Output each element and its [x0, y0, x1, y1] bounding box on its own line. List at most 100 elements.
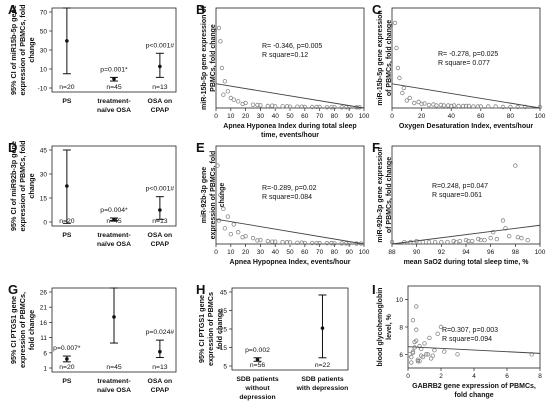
x-tick-label: 0: [390, 113, 394, 120]
data-point: [445, 239, 450, 245]
x-tick-label: 10: [227, 249, 235, 256]
panel-letter: B: [196, 2, 205, 17]
x-tick-label: 90: [346, 249, 354, 256]
category-label: treatment-: [97, 98, 130, 105]
x-tick-label: 30: [257, 113, 265, 120]
regression-line: [215, 218, 365, 245]
data-point: [314, 240, 319, 246]
data-point: [401, 85, 407, 91]
mean-marker: [65, 184, 69, 188]
stats-label: R square=0.084: [262, 194, 312, 201]
data-point: [258, 237, 263, 243]
data-point: [324, 105, 330, 110]
x-tick-label: 60: [301, 249, 309, 256]
data-point: [228, 231, 233, 237]
data-point: [537, 104, 543, 110]
y-tick-label: 1: [43, 366, 47, 373]
p-value-label: p<0.001#: [146, 42, 175, 49]
x-tick-label: 96: [487, 249, 495, 256]
mean-marker: [158, 349, 162, 354]
data-point: [240, 234, 245, 240]
data-point: [299, 240, 305, 245]
data-point: [515, 234, 520, 240]
panel-d: D95% CI of miR92b-3p gene expression of P…: [8, 140, 177, 248]
y-tick-label: 16: [40, 320, 48, 327]
data-point: [218, 192, 223, 198]
data-point: [222, 226, 228, 231]
n-label: n=22: [315, 362, 331, 369]
category-label: SDB patients: [236, 376, 279, 383]
p-value-label: p=0.024#: [146, 329, 175, 336]
x-tick-label: 40: [272, 113, 280, 120]
x-tick-label: 30: [257, 249, 265, 256]
data-point: [469, 238, 475, 244]
data-point: [438, 324, 444, 330]
p-value-label: p<0.001#: [146, 186, 175, 193]
data-point: [295, 240, 300, 246]
data-point: [255, 102, 260, 108]
panel-letter: A: [8, 2, 18, 17]
data-point: [317, 104, 322, 110]
x-tick-label: 88: [388, 249, 396, 256]
data-point: [392, 20, 398, 26]
data-point: [475, 104, 481, 109]
x-axis-label: mean SaO2 during total sleep time, %: [404, 259, 530, 266]
data-point: [222, 79, 228, 84]
y-tick-label: 70: [40, 10, 48, 17]
panel-g: G95% CI PTGS1 gene expression of PBMCs, fo…: [8, 282, 177, 394]
data-point: [394, 45, 399, 51]
y-axis-label: miR-92b-3p gene: [201, 167, 208, 224]
data-point: [235, 99, 241, 104]
stats-label: R= -0.278, p=0.025: [438, 51, 498, 58]
data-point: [354, 241, 359, 246]
y-tick-label: 45: [220, 290, 228, 297]
regression-line: [391, 224, 541, 245]
data-point: [317, 241, 322, 246]
p-value-label: p=0.004*: [100, 207, 128, 214]
data-point: [515, 104, 520, 110]
x-tick-label: 98: [512, 249, 520, 256]
data-point: [310, 104, 315, 110]
category-label: OSA on: [148, 98, 173, 105]
mean-marker: [112, 217, 116, 222]
data-point: [284, 104, 290, 109]
y-axis-label: miR-15b-5p gene expression: [377, 10, 384, 105]
stats-label: R= -0.346, p=0.005: [262, 43, 322, 50]
data-point: [414, 304, 419, 309]
x-tick-label: 100: [359, 113, 370, 120]
y-axis-label: miR-92b-3p gene expression: [377, 147, 384, 242]
data-point: [287, 104, 293, 109]
data-point: [265, 238, 270, 244]
data-point: [463, 237, 469, 243]
x-tick-label: 0: [406, 373, 410, 380]
plot-frame: [231, 287, 349, 371]
data-point: [273, 104, 278, 109]
data-point: [466, 238, 471, 244]
data-point: [302, 104, 307, 110]
data-point: [453, 239, 459, 245]
mean-marker: [112, 315, 116, 319]
x-tick-label: 20: [418, 113, 426, 120]
data-point: [416, 99, 421, 105]
y-axis-label: expression of PBMCs: [206, 292, 215, 366]
data-point: [446, 103, 451, 108]
x-tick-label: 100: [535, 249, 546, 256]
data-point: [486, 104, 491, 109]
x-tick-label: 40: [448, 113, 456, 120]
x-tick-label: 92: [438, 249, 446, 256]
mean-marker: [65, 39, 69, 43]
data-point: [420, 354, 426, 360]
category-label: SDB patients: [301, 376, 344, 383]
x-tick-label: 8: [538, 373, 542, 380]
data-point: [250, 235, 256, 241]
data-point: [493, 104, 498, 109]
n-label: n=20: [59, 84, 75, 91]
data-point: [435, 331, 440, 337]
x-axis-label: Oxygen Desaturation Index, events/hour: [399, 123, 533, 130]
category-label: PS: [62, 232, 72, 239]
data-point: [525, 237, 530, 243]
data-point: [431, 102, 436, 107]
data-point: [219, 65, 225, 71]
data-point: [265, 103, 270, 109]
n-label: n=56: [250, 362, 266, 369]
